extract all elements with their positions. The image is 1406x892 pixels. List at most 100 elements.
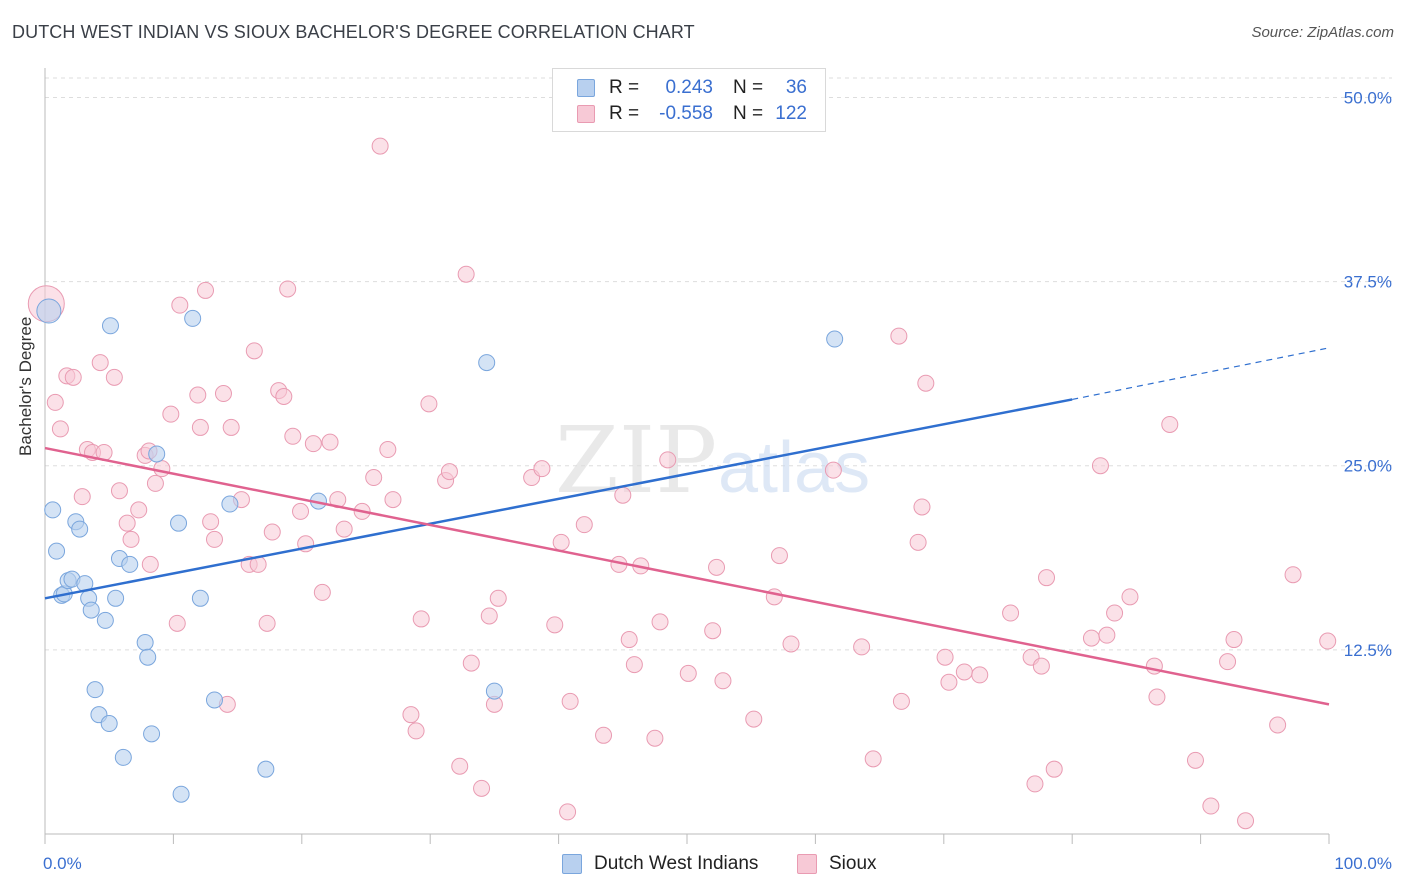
legend-label-dutch-west-indians: Dutch West Indians bbox=[594, 853, 759, 874]
dutch-west-indian-point bbox=[148, 445, 166, 463]
dutch-west-indian-point bbox=[107, 589, 125, 607]
sioux-point bbox=[384, 491, 402, 509]
sioux-point bbox=[708, 558, 726, 576]
sioux-point bbox=[279, 280, 297, 298]
sioux-point bbox=[940, 673, 958, 691]
sioux-point bbox=[646, 729, 664, 747]
x-tick-label-max: 100.0% bbox=[1334, 854, 1392, 873]
sioux-point bbox=[1284, 566, 1302, 584]
sioux-point bbox=[402, 706, 420, 724]
sioux-point bbox=[292, 502, 310, 520]
dutch-west-indian-point bbox=[100, 715, 118, 733]
y-tick-label: 37.5% bbox=[1344, 273, 1392, 292]
sioux-point bbox=[1219, 653, 1237, 671]
dutch-west-indian-point bbox=[191, 589, 209, 607]
sioux-point bbox=[457, 265, 475, 283]
sioux-point bbox=[412, 610, 430, 628]
dutch-west-indian-trend-line bbox=[44, 398, 1073, 600]
sioux-point bbox=[153, 460, 171, 478]
sioux-point bbox=[782, 635, 800, 653]
dutch-west-indian-point bbox=[478, 354, 496, 372]
r-label: R = bbox=[609, 77, 640, 98]
dutch-west-indian-point bbox=[36, 298, 62, 324]
sioux-point bbox=[168, 614, 186, 632]
n-label: N = bbox=[733, 77, 764, 98]
sioux-point bbox=[955, 663, 973, 681]
sioux-point bbox=[189, 386, 207, 404]
r-label: R = bbox=[609, 103, 640, 124]
sioux-point bbox=[1121, 588, 1139, 606]
sioux-point bbox=[1225, 631, 1243, 649]
tick-labels: 12.5% 25.0% 37.5% 50.0% 0.0% 100.0% bbox=[43, 88, 1392, 873]
sioux-point bbox=[73, 488, 91, 506]
sioux-point bbox=[679, 664, 697, 682]
sioux-point bbox=[765, 588, 783, 606]
dutch-west-indian-point bbox=[485, 682, 503, 700]
dutch-west-indian-point bbox=[170, 514, 188, 532]
watermark-zip: ZIP bbox=[555, 407, 717, 514]
sioux-point bbox=[130, 501, 148, 519]
dutch-west-indian-point bbox=[139, 648, 157, 666]
sioux-point bbox=[864, 750, 882, 768]
sioux-point bbox=[191, 418, 209, 436]
dutch-west-indian-point bbox=[184, 309, 202, 327]
sioux-point bbox=[704, 622, 722, 640]
sioux-point bbox=[171, 296, 189, 314]
sioux-point bbox=[335, 520, 353, 538]
watermark: ZIP atlas bbox=[555, 407, 870, 514]
sioux-point bbox=[714, 672, 732, 690]
dutch-west-indian-point bbox=[114, 748, 132, 766]
sioux-point bbox=[146, 474, 164, 492]
sioux-point bbox=[552, 533, 570, 551]
sioux-point bbox=[51, 420, 69, 438]
dutch-west-indian-point bbox=[86, 681, 104, 699]
sioux-point bbox=[559, 803, 577, 821]
sioux-point bbox=[245, 342, 263, 360]
sioux-point bbox=[1161, 415, 1179, 433]
blue-swatch bbox=[562, 854, 582, 874]
sioux-point bbox=[371, 137, 389, 155]
dutch-west-indian-point bbox=[44, 501, 62, 519]
dutch-west-indian-point bbox=[82, 601, 100, 619]
sioux-point bbox=[122, 530, 140, 548]
sioux-point bbox=[407, 722, 425, 740]
source-label: Source: ZipAtlas.com bbox=[1251, 24, 1394, 41]
sioux-point bbox=[214, 385, 232, 403]
sioux-point bbox=[440, 463, 458, 481]
sioux-point bbox=[451, 757, 469, 775]
r-value: 0.243 bbox=[665, 77, 713, 98]
correlation-legend: R = 0.243 N = 36 R = -0.558 N = 122 bbox=[552, 68, 826, 132]
sioux-point bbox=[659, 451, 677, 469]
legend-label-sioux: Sioux bbox=[829, 853, 877, 874]
chart-title: DUTCH WEST INDIAN VS SIOUX BACHELOR'S DE… bbox=[12, 22, 695, 42]
sioux-point bbox=[971, 666, 989, 684]
sioux-point bbox=[489, 589, 507, 607]
bottom-legend-dutch-west-indians: Dutch West Indians bbox=[562, 852, 758, 876]
sioux-point bbox=[936, 648, 954, 666]
legend-row-sioux: R = -0.558 N = 122 bbox=[577, 103, 807, 125]
sioux-point bbox=[105, 368, 123, 386]
sioux-point bbox=[824, 461, 842, 479]
dutch-west-indian-point bbox=[71, 520, 89, 538]
n-label: N = bbox=[733, 103, 764, 124]
x-tick-label-min: 0.0% bbox=[43, 854, 82, 873]
sioux-point bbox=[91, 354, 109, 372]
sioux-point bbox=[575, 516, 593, 534]
axes bbox=[44, 68, 1330, 844]
sioux-point bbox=[473, 779, 491, 797]
sioux-point bbox=[110, 482, 128, 500]
sioux-point bbox=[745, 710, 763, 728]
sioux-point bbox=[222, 418, 240, 436]
sioux-point bbox=[1269, 716, 1287, 734]
y-tick-label: 25.0% bbox=[1344, 457, 1392, 476]
dutch-west-indian-point bbox=[221, 495, 239, 513]
dutch-west-indian-point bbox=[48, 542, 66, 560]
sioux-point bbox=[1038, 569, 1056, 587]
sioux-point bbox=[1082, 629, 1100, 647]
sioux-point bbox=[275, 387, 293, 405]
y-axis-label: Bachelor's Degree bbox=[16, 316, 35, 456]
sioux-trend-line bbox=[44, 446, 1330, 706]
n-value: 36 bbox=[785, 77, 807, 98]
sioux-point bbox=[118, 514, 136, 532]
sioux-point bbox=[1237, 812, 1255, 830]
